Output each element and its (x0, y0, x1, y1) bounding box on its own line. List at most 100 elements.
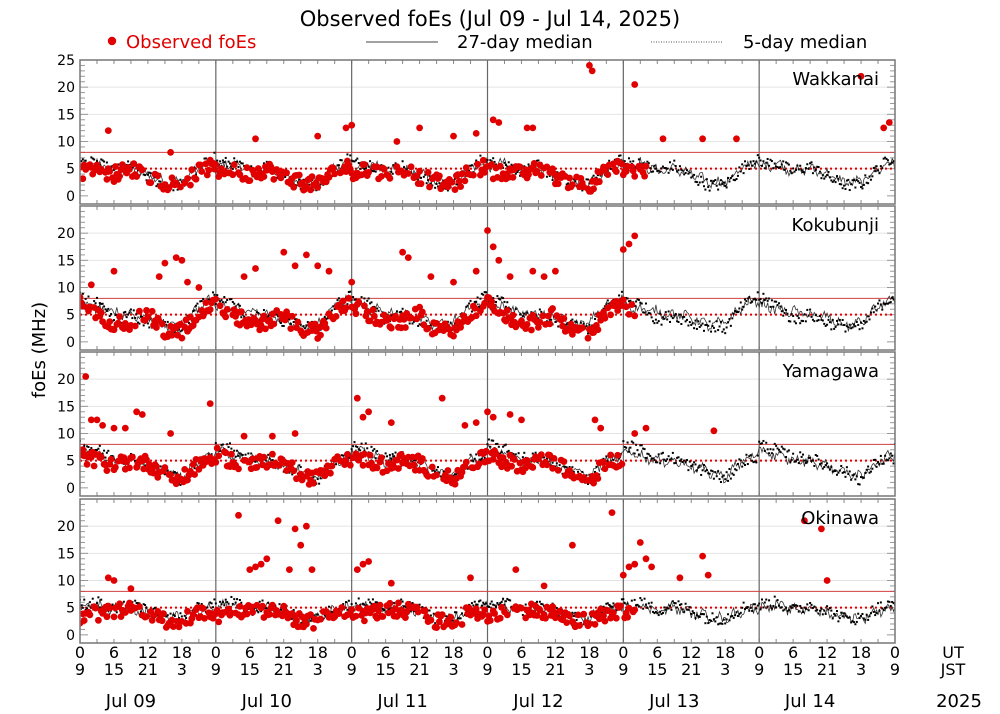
median-5day-point (663, 606, 666, 609)
median-5day-point (681, 316, 684, 319)
median-5day-point (374, 457, 377, 460)
median-5day-point (769, 158, 772, 161)
median-5day-point (809, 601, 812, 604)
median-5day-point (336, 299, 339, 302)
median-5day-point (124, 310, 127, 313)
observed-point (359, 461, 367, 469)
median-5day-point (888, 457, 891, 460)
observed-point (699, 552, 706, 560)
median-5day-point (298, 464, 301, 467)
x-tick-label-ut: 12 (545, 643, 565, 662)
median-5day-point (209, 601, 212, 604)
median-5day-point (749, 454, 752, 457)
median-5day-point (755, 607, 758, 610)
median-5day-point (736, 462, 739, 465)
median-5day-point (169, 612, 172, 615)
observed-point (625, 563, 633, 571)
median-5day-point (461, 612, 464, 615)
median-5day-point (374, 170, 377, 173)
median-5day-point (654, 167, 657, 170)
median-5day-point (129, 308, 132, 311)
median-5day-point (810, 315, 813, 318)
median-5day-point (810, 161, 813, 164)
observed-point (402, 614, 409, 621)
observed-point (617, 602, 624, 610)
observed-point (818, 525, 825, 533)
median-5day-point (693, 612, 696, 615)
x-tick-label-jst: 9 (618, 660, 628, 679)
median-5day-point (644, 603, 647, 606)
median-5day-point (826, 462, 829, 465)
median-5day-point (623, 445, 626, 448)
observed-point (576, 622, 583, 629)
median-5day-point (734, 179, 737, 182)
median-5day-point (686, 169, 689, 172)
median-5day-point (134, 599, 137, 602)
median-5day-point (545, 320, 548, 323)
observed-point (187, 181, 194, 189)
median-5day-point (650, 457, 653, 460)
median-5day-point (697, 320, 700, 323)
observed-point (704, 571, 712, 579)
median-5day-point (370, 169, 373, 172)
median-5day-point (729, 615, 732, 618)
observed-point (110, 424, 118, 432)
observed-point (138, 166, 146, 174)
median-5day-point (80, 160, 83, 163)
day-label: Jul 13 (648, 691, 699, 712)
median-5day-point (817, 319, 820, 322)
observed-point (270, 176, 278, 183)
median-5day-point (562, 465, 565, 468)
median-5day-point (833, 327, 836, 330)
median-5day-point (664, 167, 667, 170)
median-5day-point (851, 620, 854, 623)
y-tick-label: 25 (57, 53, 75, 69)
observed-point (103, 467, 111, 474)
median-5day-point (414, 459, 417, 462)
median-5day-point (425, 319, 428, 322)
median-5day-point (637, 453, 640, 456)
median-5day-point (145, 606, 148, 609)
observed-point (106, 604, 114, 612)
median-5day-point (779, 305, 782, 308)
median-5day-point (816, 319, 819, 322)
observed-point (462, 164, 470, 172)
median-5day-point (196, 302, 199, 305)
median-5day-point (646, 313, 649, 316)
median-5day-point (742, 305, 745, 308)
median-5day-point (751, 300, 754, 303)
median-5day-point (714, 471, 717, 474)
median-5day-point (178, 616, 181, 619)
observed-point (80, 175, 87, 183)
median-5day-point (660, 613, 663, 616)
observed-point (801, 517, 808, 525)
median-5day-point (777, 448, 780, 451)
median-5day-point (606, 602, 609, 605)
median-5day-point (363, 297, 366, 300)
median-5day-point (830, 179, 833, 182)
median-5day-point (417, 179, 420, 182)
median-5day-point (809, 162, 812, 165)
median-5day-point (337, 297, 340, 300)
median-5day-point (521, 315, 524, 318)
median-5day-point (606, 299, 609, 302)
median-5day-point (574, 180, 577, 183)
median-5day-point (647, 312, 650, 315)
observed-point (228, 450, 235, 458)
median-5day-point (729, 324, 732, 327)
median-5day-point (687, 324, 690, 327)
median-5day-point (684, 171, 687, 174)
median-5day-point (110, 165, 113, 168)
median-5day-point (620, 598, 623, 601)
median-5day-point (398, 311, 401, 314)
x-tick-label-ut: 6 (381, 643, 391, 662)
median-5day-point (557, 325, 560, 328)
median-5day-point (446, 189, 449, 192)
x-tick-label-ut: 18 (443, 643, 463, 662)
x-tick-label-ut: 0 (211, 643, 221, 662)
x-tick-label-jst: 9 (75, 660, 85, 679)
observed-point (153, 324, 160, 331)
median-5day-point (219, 160, 222, 163)
median-5day-point (431, 469, 434, 472)
